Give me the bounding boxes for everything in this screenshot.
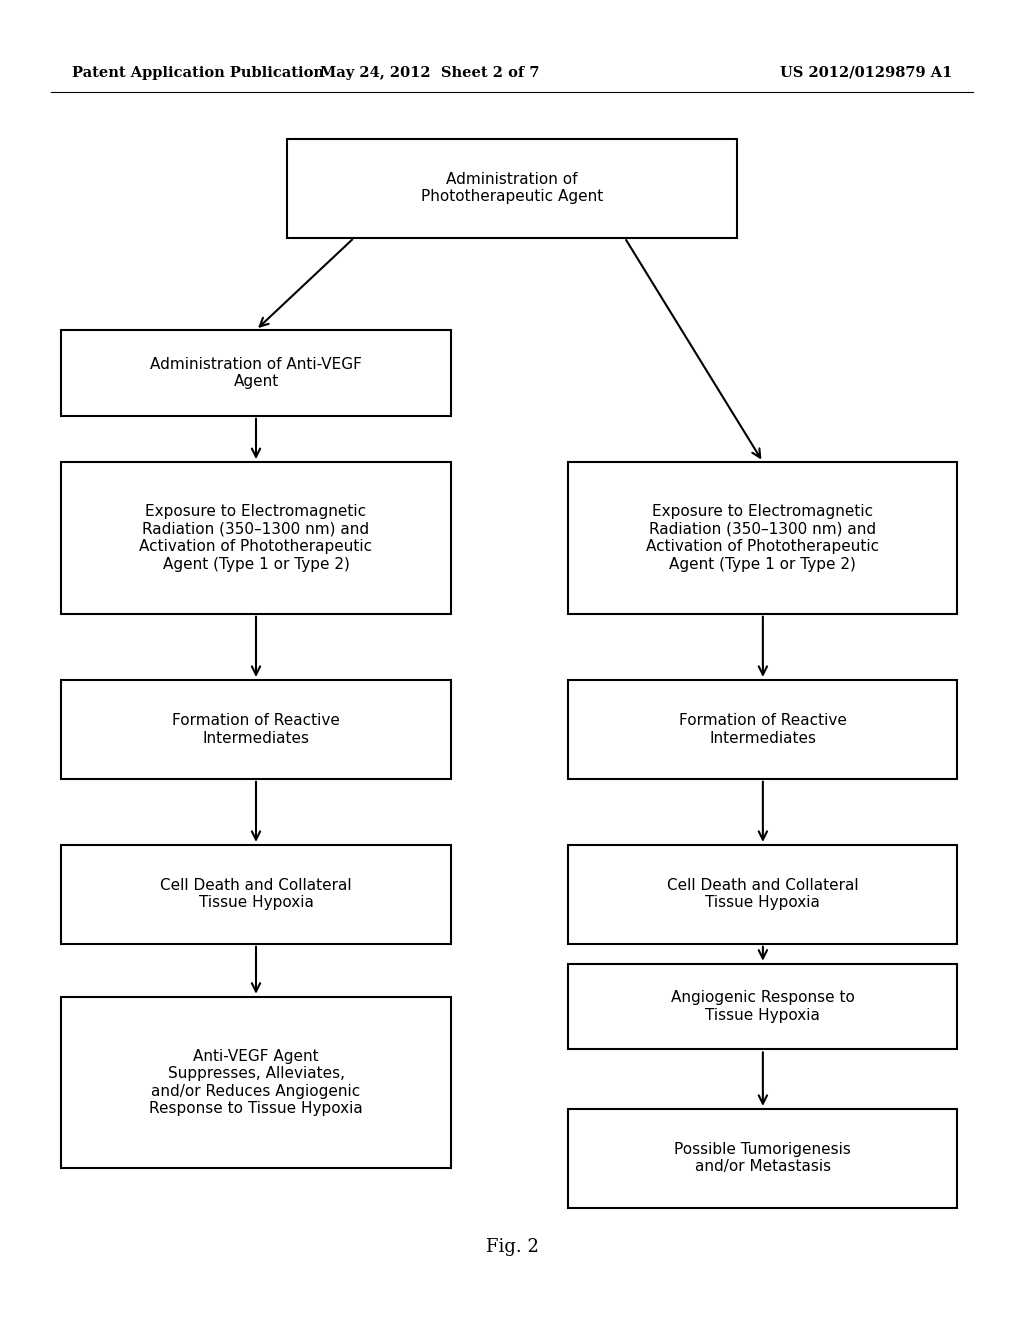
- Text: Angiogenic Response to
Tissue Hypoxia: Angiogenic Response to Tissue Hypoxia: [671, 990, 855, 1023]
- Text: US 2012/0129879 A1: US 2012/0129879 A1: [780, 66, 952, 79]
- Text: Administration of
Phototherapeutic Agent: Administration of Phototherapeutic Agent: [421, 172, 603, 205]
- Text: Exposure to Electromagnetic
Radiation (350–1300 nm) and
Activation of Photothera: Exposure to Electromagnetic Radiation (3…: [139, 504, 373, 572]
- FancyBboxPatch shape: [287, 139, 737, 238]
- FancyBboxPatch shape: [568, 964, 957, 1049]
- FancyBboxPatch shape: [568, 845, 957, 944]
- FancyBboxPatch shape: [61, 997, 451, 1168]
- FancyBboxPatch shape: [61, 845, 451, 944]
- FancyBboxPatch shape: [61, 462, 451, 614]
- Text: Patent Application Publication: Patent Application Publication: [72, 66, 324, 79]
- Text: Anti-VEGF Agent
Suppresses, Alleviates,
and/or Reduces Angiogenic
Response to Ti: Anti-VEGF Agent Suppresses, Alleviates, …: [150, 1049, 362, 1115]
- Text: Cell Death and Collateral
Tissue Hypoxia: Cell Death and Collateral Tissue Hypoxia: [667, 878, 859, 911]
- FancyBboxPatch shape: [568, 680, 957, 779]
- Text: Possible Tumorigenesis
and/or Metastasis: Possible Tumorigenesis and/or Metastasis: [675, 1142, 851, 1175]
- Text: Formation of Reactive
Intermediates: Formation of Reactive Intermediates: [679, 713, 847, 746]
- Text: Formation of Reactive
Intermediates: Formation of Reactive Intermediates: [172, 713, 340, 746]
- FancyBboxPatch shape: [568, 1109, 957, 1208]
- FancyBboxPatch shape: [568, 462, 957, 614]
- Text: May 24, 2012  Sheet 2 of 7: May 24, 2012 Sheet 2 of 7: [321, 66, 540, 79]
- FancyBboxPatch shape: [61, 330, 451, 416]
- Text: Cell Death and Collateral
Tissue Hypoxia: Cell Death and Collateral Tissue Hypoxia: [160, 878, 352, 911]
- FancyBboxPatch shape: [61, 680, 451, 779]
- Text: Fig. 2: Fig. 2: [485, 1238, 539, 1257]
- Text: Administration of Anti-VEGF
Agent: Administration of Anti-VEGF Agent: [151, 356, 361, 389]
- Text: Exposure to Electromagnetic
Radiation (350–1300 nm) and
Activation of Photothera: Exposure to Electromagnetic Radiation (3…: [646, 504, 880, 572]
